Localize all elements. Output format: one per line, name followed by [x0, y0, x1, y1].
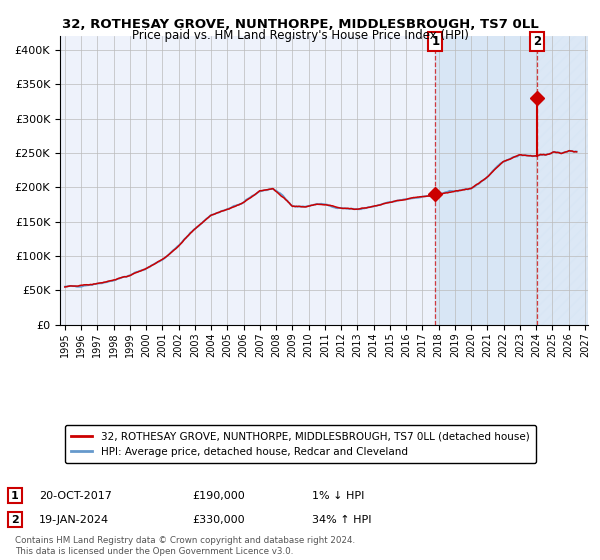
Text: £330,000: £330,000: [192, 515, 245, 525]
Text: 32, ROTHESAY GROVE, NUNTHORPE, MIDDLESBROUGH, TS7 0LL: 32, ROTHESAY GROVE, NUNTHORPE, MIDDLESBR…: [62, 18, 538, 31]
Text: 34% ↑ HPI: 34% ↑ HPI: [312, 515, 371, 525]
Text: 2: 2: [533, 35, 541, 48]
Text: £190,000: £190,000: [192, 491, 245, 501]
Bar: [537, 36, 593, 325]
Text: 1: 1: [431, 35, 439, 48]
Text: Price paid vs. HM Land Registry's House Price Index (HPI): Price paid vs. HM Land Registry's House …: [131, 29, 469, 42]
Text: 2: 2: [11, 515, 19, 525]
Bar: [435, 36, 537, 325]
Text: 1% ↓ HPI: 1% ↓ HPI: [312, 491, 364, 501]
Text: 1: 1: [11, 491, 19, 501]
Legend: 32, ROTHESAY GROVE, NUNTHORPE, MIDDLESBROUGH, TS7 0LL (detached house), HPI: Ave: 32, ROTHESAY GROVE, NUNTHORPE, MIDDLESBR…: [65, 425, 536, 463]
Text: 19-JAN-2024: 19-JAN-2024: [39, 515, 109, 525]
Text: Contains HM Land Registry data © Crown copyright and database right 2024.
This d: Contains HM Land Registry data © Crown c…: [15, 536, 355, 556]
Text: 20-OCT-2017: 20-OCT-2017: [39, 491, 112, 501]
